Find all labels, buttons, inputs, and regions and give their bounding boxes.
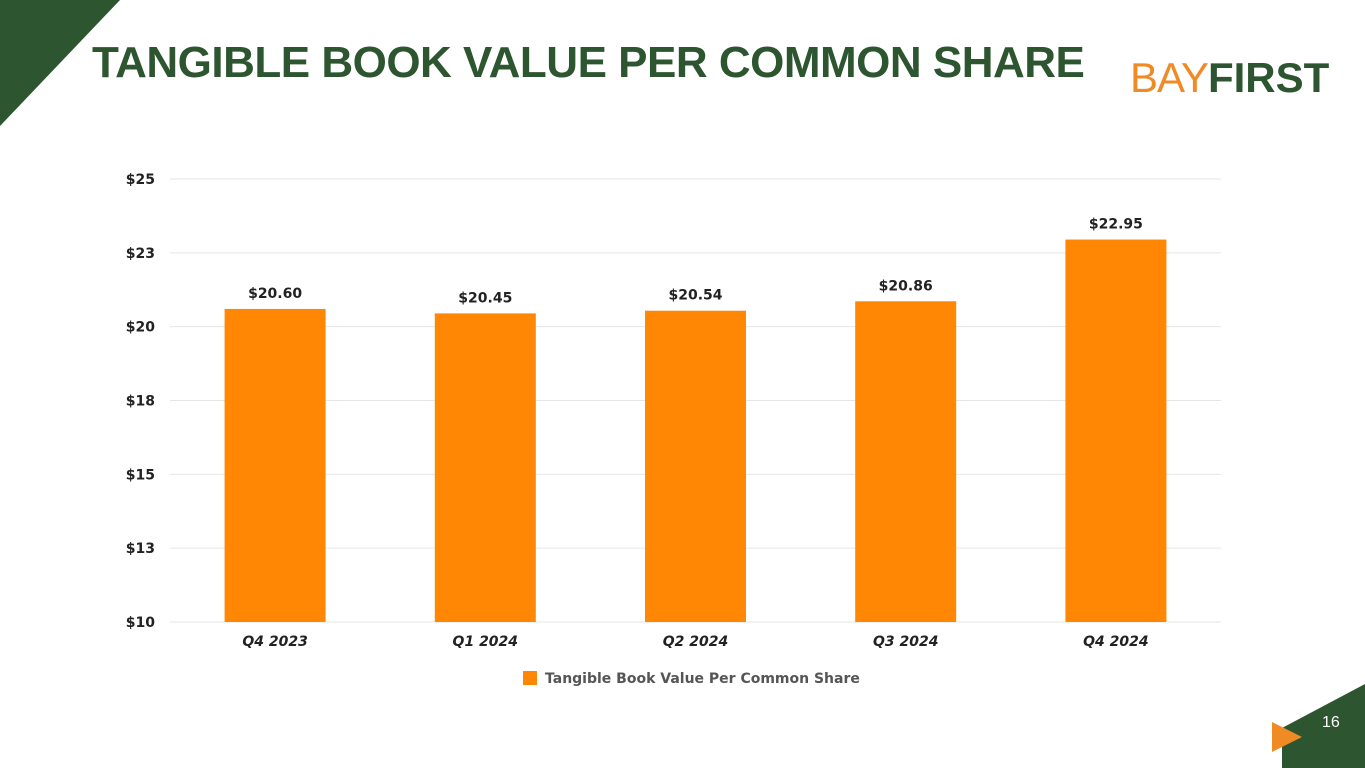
x-tick-label: Q1 2024 bbox=[453, 634, 518, 650]
legend-swatch bbox=[523, 671, 537, 685]
bar bbox=[855, 301, 957, 622]
legend-label: Tangible Book Value Per Common Share bbox=[545, 671, 860, 687]
y-tick-label: $10 bbox=[126, 615, 155, 631]
data-label: $20.54 bbox=[668, 288, 722, 304]
x-tick-label: Q3 2024 bbox=[873, 634, 938, 650]
bar bbox=[224, 308, 326, 622]
bar bbox=[434, 313, 536, 622]
top-left-corner-decoration bbox=[0, 0, 120, 126]
x-tick-label: Q4 2024 bbox=[1083, 634, 1148, 650]
data-label: $20.86 bbox=[879, 278, 933, 294]
data-label: $20.45 bbox=[458, 290, 512, 306]
logo-bay-text: BAY bbox=[1130, 54, 1209, 101]
x-tick-label: Q2 2024 bbox=[663, 634, 728, 650]
bar-chart: $10 $13 $15 $18 $20 $23 $25 $20.60 Q4 2023 $20.45… bbox=[126, 172, 1221, 687]
bayfirst-logo: BAYFIRST bbox=[1130, 54, 1329, 102]
bar bbox=[1065, 239, 1167, 622]
data-label: $22.95 bbox=[1089, 217, 1143, 233]
y-tick-label: $13 bbox=[126, 541, 155, 557]
x-tick-label: Q4 2023 bbox=[242, 634, 307, 650]
logo-first-text: FIRST bbox=[1207, 54, 1330, 101]
bottom-right-corner-decoration bbox=[1272, 684, 1365, 768]
page-title: TANGIBLE BOOK VALUE PER COMMON SHARE bbox=[92, 38, 1085, 87]
y-tick-label: $20 bbox=[126, 320, 155, 336]
y-tick-label: $15 bbox=[126, 467, 155, 483]
y-tick-label: $18 bbox=[126, 394, 155, 410]
y-tick-label: $25 bbox=[126, 172, 155, 188]
bar bbox=[645, 310, 746, 622]
data-label: $20.60 bbox=[248, 286, 302, 302]
y-tick-label: $23 bbox=[126, 246, 155, 262]
slide-number: 16 bbox=[1322, 714, 1340, 731]
